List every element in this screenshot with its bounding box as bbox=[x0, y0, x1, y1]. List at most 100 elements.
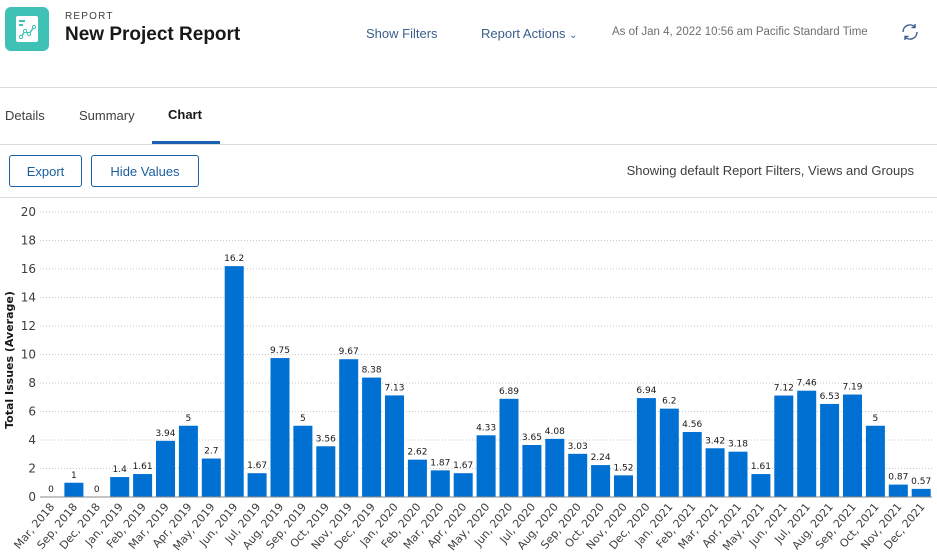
y-tick-label: 10 bbox=[21, 348, 36, 362]
report-icon bbox=[5, 7, 49, 51]
bar bbox=[499, 398, 519, 497]
bar bbox=[407, 459, 427, 497]
bar bbox=[476, 435, 496, 497]
divider bbox=[0, 87, 937, 88]
bar bbox=[751, 474, 771, 497]
bar bbox=[682, 432, 702, 497]
bar bbox=[636, 398, 656, 497]
bar bbox=[568, 453, 588, 497]
data-label: 0 bbox=[48, 485, 54, 495]
data-label: 6.2 bbox=[662, 397, 676, 407]
bar bbox=[865, 425, 885, 497]
data-label: 1.87 bbox=[430, 458, 450, 468]
data-label: 1.52 bbox=[613, 463, 633, 473]
export-button[interactable]: Export bbox=[9, 155, 82, 187]
data-label: 3.65 bbox=[522, 433, 542, 443]
data-label: 3.56 bbox=[316, 434, 336, 444]
y-tick-label: 18 bbox=[21, 234, 36, 248]
y-tick-label: 12 bbox=[21, 319, 36, 333]
bar bbox=[774, 395, 794, 497]
tab-chart[interactable]: Chart bbox=[168, 107, 202, 122]
y-tick-label: 4 bbox=[28, 433, 36, 447]
report-eyebrow: REPORT bbox=[65, 11, 114, 22]
bar bbox=[293, 425, 313, 497]
data-label: 3.94 bbox=[155, 429, 175, 439]
bar bbox=[385, 395, 404, 497]
bar bbox=[728, 451, 748, 497]
data-label: 0 bbox=[94, 485, 100, 495]
chevron-down-icon: ⌄ bbox=[569, 30, 578, 41]
bar bbox=[339, 359, 359, 497]
bar bbox=[820, 403, 840, 497]
data-label: 0.87 bbox=[888, 473, 908, 483]
bar bbox=[362, 377, 382, 497]
y-axis-label: Total Issues (Average) bbox=[3, 291, 16, 429]
bar bbox=[316, 446, 336, 497]
bar bbox=[64, 482, 84, 497]
show-filters-link[interactable]: Show Filters bbox=[366, 26, 438, 41]
divider bbox=[0, 197, 937, 198]
page-title: New Project Report bbox=[65, 24, 241, 45]
data-label: 0.57 bbox=[911, 477, 931, 487]
bar bbox=[522, 444, 542, 497]
bar bbox=[843, 394, 862, 497]
data-label: 7.46 bbox=[797, 379, 817, 389]
bar bbox=[591, 465, 611, 497]
tab-summary[interactable]: Summary bbox=[79, 108, 135, 123]
data-label: 7.13 bbox=[384, 383, 404, 393]
data-label: 3.42 bbox=[705, 436, 725, 446]
data-label: 7.19 bbox=[842, 383, 862, 393]
data-label: 4.56 bbox=[682, 420, 702, 430]
data-label: 4.33 bbox=[476, 423, 496, 433]
data-label: 6.94 bbox=[636, 386, 656, 396]
data-label: 2.24 bbox=[591, 453, 611, 463]
tab-details[interactable]: Details bbox=[5, 108, 45, 123]
data-label: 1.61 bbox=[751, 462, 771, 472]
y-tick-label: 0 bbox=[28, 490, 36, 504]
bar bbox=[705, 448, 725, 497]
bar bbox=[545, 438, 565, 497]
bar bbox=[178, 425, 198, 497]
data-label: 4.08 bbox=[545, 427, 565, 437]
data-label: 3.18 bbox=[728, 440, 748, 450]
report-actions-menu[interactable]: Report Actions ⌄ bbox=[481, 26, 578, 41]
data-label: 5 bbox=[186, 414, 192, 424]
bar bbox=[110, 477, 130, 497]
hide-values-button[interactable]: Hide Values bbox=[91, 155, 199, 187]
report-actions-label: Report Actions bbox=[481, 26, 566, 41]
data-label: 5 bbox=[873, 414, 879, 424]
y-tick-label: 8 bbox=[28, 376, 36, 390]
refresh-icon[interactable] bbox=[900, 22, 920, 47]
bar bbox=[224, 266, 244, 497]
data-label: 1.61 bbox=[133, 462, 153, 472]
filters-status: Showing default Report Filters, Views an… bbox=[626, 163, 914, 178]
data-label: 9.75 bbox=[270, 346, 290, 356]
y-tick-label: 20 bbox=[21, 205, 36, 219]
bar bbox=[133, 474, 153, 497]
data-label: 1.67 bbox=[453, 461, 473, 471]
data-label: 6.53 bbox=[820, 392, 840, 402]
data-label: 1.4 bbox=[113, 465, 128, 475]
bar bbox=[911, 488, 931, 497]
bar bbox=[247, 473, 267, 497]
bar bbox=[156, 440, 175, 497]
bar bbox=[453, 473, 473, 497]
divider bbox=[0, 144, 937, 145]
bar bbox=[797, 390, 817, 497]
data-label: 7.12 bbox=[774, 384, 794, 394]
data-label: 1 bbox=[71, 471, 77, 481]
bar bbox=[430, 470, 450, 497]
bar bbox=[614, 475, 633, 497]
data-label: 5 bbox=[300, 414, 306, 424]
data-label: 16.2 bbox=[224, 254, 244, 264]
bar bbox=[270, 358, 290, 497]
data-label: 2.62 bbox=[407, 448, 427, 458]
data-label: 3.03 bbox=[568, 442, 588, 452]
data-label: 1.67 bbox=[247, 461, 267, 471]
data-label: 2.7 bbox=[204, 447, 218, 457]
bar bbox=[888, 484, 908, 497]
bar bbox=[201, 458, 221, 497]
active-tab-indicator bbox=[152, 141, 220, 145]
y-tick-label: 2 bbox=[28, 462, 36, 476]
